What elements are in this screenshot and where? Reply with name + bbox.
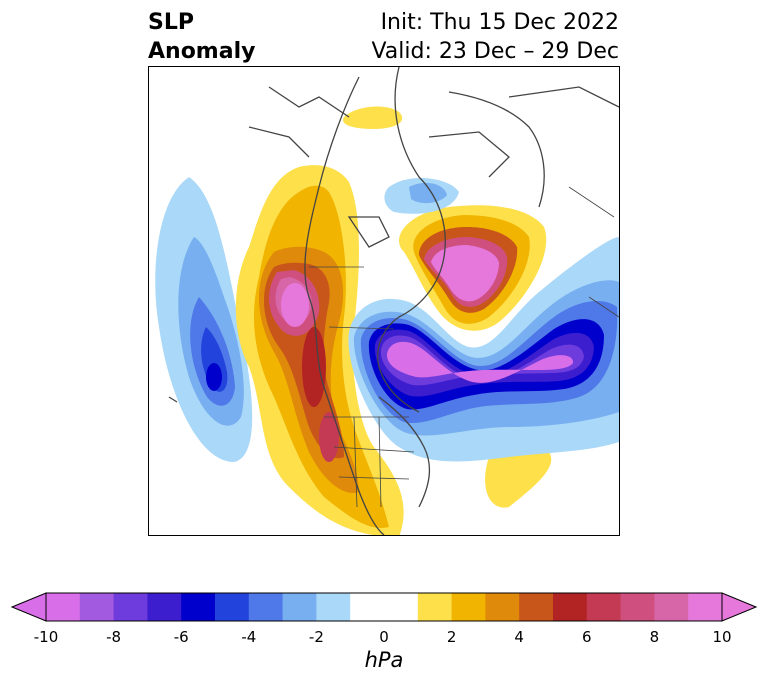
title-quantity: Anomaly xyxy=(148,39,256,64)
colorbar-segment xyxy=(350,593,385,621)
colorbar-segment xyxy=(451,593,486,621)
colorbar-outline xyxy=(45,592,723,622)
colorbar-segment xyxy=(79,593,115,621)
anomaly-map xyxy=(148,66,620,536)
colorbar-tick-label: -6 xyxy=(173,628,189,646)
minor-high-anomalies xyxy=(343,106,552,508)
colorbar-segment xyxy=(654,593,689,621)
colorbar-segment xyxy=(46,593,81,621)
colorbar-segment xyxy=(688,593,723,621)
west-high-anomaly xyxy=(235,165,404,535)
colorbar-segment xyxy=(147,593,182,621)
colorbar-tick-label: -10 xyxy=(33,628,59,646)
colorbar-units-label: hPa xyxy=(364,648,404,672)
colorbar-segment xyxy=(113,593,148,621)
colorbar-tick-label: -4 xyxy=(241,628,257,646)
greenland-high-anomaly xyxy=(399,205,547,331)
colorbar xyxy=(10,592,758,622)
colorbar-segment xyxy=(215,593,250,621)
valid-range: Valid: 23 Dec – 29 Dec xyxy=(371,39,619,64)
colorbar-tick-label: 8 xyxy=(649,628,660,646)
map-title-right: Init: Thu 15 Dec 2022 Valid: 23 Dec – 29… xyxy=(371,8,619,66)
colorbar-segment xyxy=(620,593,655,621)
colorbar-extend-max xyxy=(721,592,758,622)
east-low-anomaly xyxy=(348,177,619,462)
colorbar-tick-label: 10 xyxy=(712,628,732,646)
colorbar-segment xyxy=(316,593,351,621)
colorbar-tick-label: 2 xyxy=(446,628,457,646)
map-title-left: SLP Anomaly xyxy=(148,8,255,66)
colorbar-tick-label: 4 xyxy=(514,628,524,646)
colorbar-segments xyxy=(10,592,758,622)
colorbar-segment xyxy=(384,593,419,621)
colorbar-tick-label: -2 xyxy=(308,628,324,646)
map-canvas xyxy=(155,67,619,535)
colorbar-segment xyxy=(553,593,588,621)
title-variable: SLP xyxy=(148,10,194,35)
colorbar-tick-label: -8 xyxy=(106,628,122,646)
colorbar-segment xyxy=(248,593,284,621)
state-borders xyxy=(309,186,619,508)
init-date: Init: Thu 15 Dec 2022 xyxy=(380,10,619,35)
pacific-low-anomaly xyxy=(155,177,253,462)
colorbar-segment xyxy=(417,593,453,621)
colorbar-segment xyxy=(181,593,216,621)
colorbar-tick-label: 0 xyxy=(379,628,389,646)
colorbar-segment xyxy=(485,593,520,621)
colorbar-segment xyxy=(282,593,317,621)
colorbar-extend-min xyxy=(10,592,47,622)
colorbar-tick-label: 6 xyxy=(582,628,592,646)
colorbar-segment xyxy=(519,593,554,621)
colorbar-segment xyxy=(586,593,622,621)
